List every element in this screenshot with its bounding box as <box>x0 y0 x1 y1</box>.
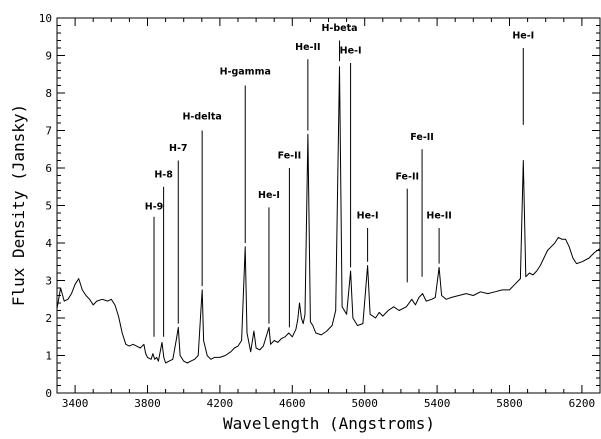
annotation-label: He-I <box>357 211 379 222</box>
y-tick-label: 5 <box>45 200 52 213</box>
axes <box>56 17 601 394</box>
y-tick-label: 9 <box>45 50 52 63</box>
y-tick-label: 7 <box>45 125 52 138</box>
annotation-label: He-I <box>258 190 280 201</box>
annotation-label: He-II <box>426 211 451 222</box>
x-tick-label: 6200 <box>569 397 596 410</box>
annotation-label: H-gamma <box>220 66 271 77</box>
y-tick-label: 3 <box>45 275 52 288</box>
ticks: 3400 3800 4200 4600 5000 5400 5800 6200 0 1 2 3 4 5 6 7… <box>39 12 601 410</box>
annotation-label: He-I <box>512 31 534 42</box>
y-tick-label: 8 <box>45 87 52 100</box>
annotation-label: He-II <box>295 42 320 53</box>
x-tick-label: 4600 <box>279 397 306 410</box>
annotation-label: Fe-II <box>410 132 434 143</box>
x-tick-label: 5400 <box>424 397 451 410</box>
y-tick-label: 0 <box>45 387 52 400</box>
annotation-label: H-9 <box>145 201 164 212</box>
x-tick-label: 3400 <box>62 397 89 410</box>
spectrum-line <box>56 66 601 364</box>
plot-frame <box>56 17 601 394</box>
annotation-label: H-delta <box>182 111 221 122</box>
x-tick-label: 5800 <box>496 397 523 410</box>
x-axis-title: Wavelength (Angstroms) <box>223 414 435 433</box>
x-tick-label: 4200 <box>207 397 234 410</box>
y-tick-label: 1 <box>45 350 52 363</box>
x-tick-label: 3800 <box>134 397 161 410</box>
line-annotations: H-9H-8H-7H-deltaH-gammaHe-IFe-IIHe-IIH-b… <box>145 23 534 337</box>
annotation-label: He-I <box>340 46 362 57</box>
annotation-label: Fe-II <box>395 171 419 182</box>
annotation-label: H-beta <box>321 23 357 34</box>
annotation-label: Fe-II <box>278 151 302 162</box>
y-tick-label: 4 <box>45 237 52 250</box>
x-tick-label: 5000 <box>351 397 378 410</box>
series <box>56 66 601 364</box>
y-tick-label: 10 <box>39 12 52 25</box>
y-tick-label: 6 <box>45 162 52 175</box>
y-axis-title: Flux Density (Jansky) <box>9 104 28 306</box>
y-tick-label: 2 <box>45 312 52 325</box>
annotation-label: H-7 <box>169 143 188 154</box>
annotation-label: H-8 <box>154 169 173 180</box>
